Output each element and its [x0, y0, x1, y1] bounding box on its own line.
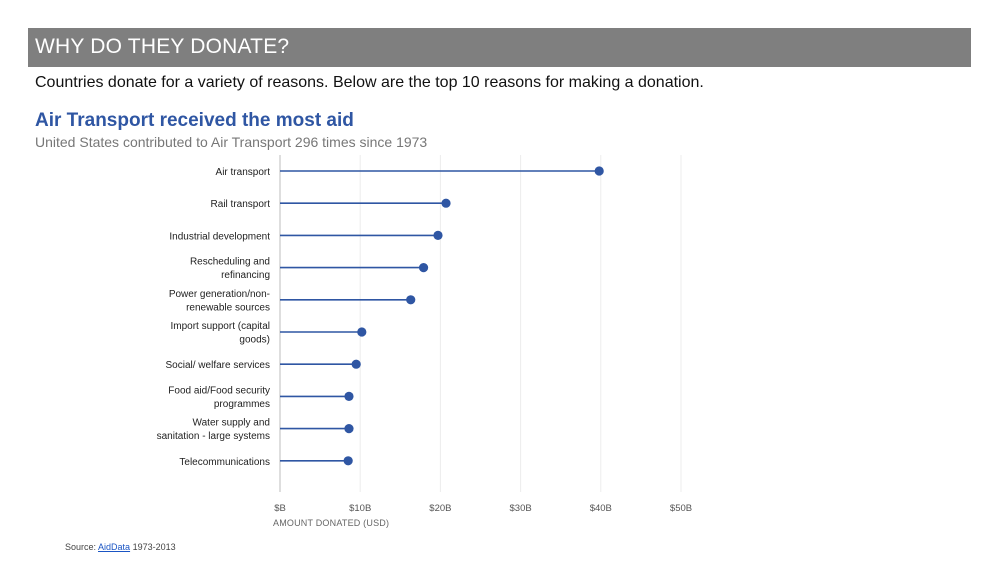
source-note: Source: AidData 1973-2013	[65, 542, 176, 552]
lollipop-dot	[357, 327, 367, 337]
lollipop-dot	[594, 166, 604, 176]
category-label: programmes	[214, 399, 270, 410]
category-label: Industrial development	[169, 231, 270, 242]
source-link[interactable]: AidData	[98, 542, 131, 552]
source-prefix: Source:	[65, 542, 99, 552]
lollipop-dot	[344, 391, 354, 401]
category-label: Water supply and	[193, 418, 270, 429]
x-axis-label: AMOUNT DONATED (USD)	[273, 518, 389, 528]
lollipop-dot	[351, 359, 361, 369]
category-label: Air transport	[216, 167, 271, 178]
x-tick-label: $B	[274, 503, 286, 514]
lollipop-dot	[441, 198, 451, 208]
lollipop-dot	[406, 295, 416, 305]
category-label: Rail transport	[211, 199, 271, 210]
x-tick-label: $30B	[510, 503, 532, 514]
header-bar: WHY DO THEY DONATE?	[28, 28, 971, 67]
intro-text: Countries donate for a variety of reason…	[35, 74, 704, 91]
category-label: Power generation/non-	[169, 289, 270, 300]
lollipop-dot	[433, 230, 443, 240]
category-label: Food aid/Food security	[168, 385, 270, 396]
x-tick-label: $10B	[349, 503, 371, 514]
lollipop-dot	[418, 263, 429, 273]
category-label: goods)	[239, 335, 270, 346]
category-label: Telecommunications	[179, 457, 270, 468]
x-tick-label: $20B	[429, 503, 451, 514]
category-label: Rescheduling and	[190, 257, 270, 268]
category-label: Import support (capital	[171, 321, 271, 332]
category-label: sanitation - large systems	[157, 431, 270, 442]
category-label: Social/ welfare services	[166, 360, 270, 371]
x-tick-label: $40B	[590, 503, 612, 514]
page-title: WHY DO THEY DONATE?	[35, 35, 290, 58]
category-label: renewable sources	[186, 302, 270, 313]
chart-title: Air Transport received the most aid	[35, 110, 354, 131]
category-label: refinancing	[221, 270, 270, 281]
chart-subtitle: United States contributed to Air Transpo…	[35, 134, 428, 150]
lollipop-dot	[344, 424, 354, 434]
source-suffix: 1973-2013	[130, 542, 176, 552]
lollipop-dot	[343, 456, 353, 466]
x-tick-label: $50B	[670, 503, 692, 514]
